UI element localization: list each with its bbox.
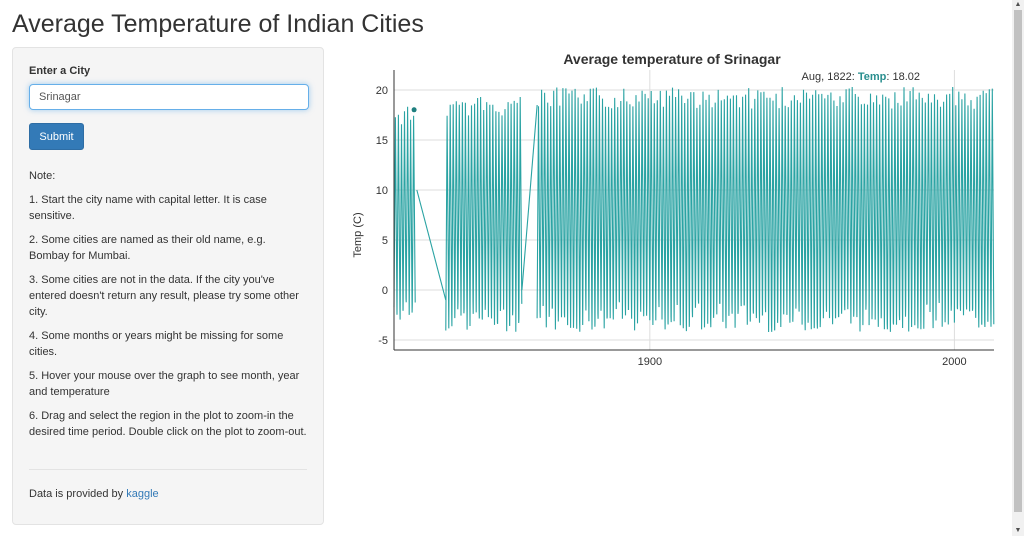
hover-value: 18.02 — [892, 71, 920, 83]
note-item: 5. Hover your mouse over the graph to se… — [29, 370, 300, 398]
scrollbar[interactable]: ▲ ▼ — [1012, 0, 1024, 536]
temperature-series-line — [536, 86, 995, 333]
y-tick-label: 15 — [376, 135, 388, 147]
note-item: 6. Drag and select the region in the plo… — [29, 410, 307, 438]
x-tick-label: 2000 — [942, 356, 966, 368]
note-heading: Note: — [29, 170, 56, 182]
hover-point — [411, 107, 417, 113]
sidebar-panel: Enter a City Submit Note: 1. Start the c… — [12, 47, 324, 525]
kaggle-link[interactable]: kaggle — [126, 488, 159, 500]
city-input[interactable] — [29, 84, 309, 110]
submit-button[interactable]: Submit — [29, 123, 84, 150]
credit-text: Data is provided by — [29, 488, 127, 500]
temperature-gap-connector — [416, 189, 447, 301]
temperature-chart[interactable]: Average temperature of Srinagar Temp (C)… — [340, 45, 1005, 375]
temperature-series-line — [393, 106, 416, 320]
y-tick-label: 10 — [376, 185, 388, 197]
note-item: 1. Start the city name with capital lett… — [29, 194, 267, 222]
data-credit: Data is provided by kaggle — [29, 488, 159, 500]
chart-title: Average temperature of Srinagar — [563, 51, 781, 67]
y-tick-label: 20 — [376, 85, 388, 97]
city-input-label: Enter a City — [29, 65, 91, 77]
hover-date: Aug, 1822 — [802, 71, 852, 83]
y-tick-label: 0 — [382, 285, 388, 297]
sidebar-divider — [29, 469, 307, 470]
y-axis-label: Temp (C) — [352, 212, 364, 257]
y-tick-label: 5 — [382, 235, 388, 247]
x-tick-label: 1900 — [638, 356, 662, 368]
scroll-up-arrow-icon[interactable]: ▲ — [1014, 1, 1022, 8]
scroll-down-arrow-icon[interactable]: ▼ — [1014, 527, 1022, 534]
hover-colon: : — [886, 71, 892, 83]
scroll-thumb[interactable] — [1014, 10, 1022, 512]
page-title: Average Temperature of Indian Cities — [12, 10, 424, 38]
temperature-series-line — [445, 96, 523, 332]
note-item: 3. Some cities are not in the data. If t… — [29, 274, 299, 318]
note-item: 4. Some months or years might be missing… — [29, 330, 284, 358]
hover-sep: : — [852, 71, 858, 83]
note-item: 2. Some cities are named as their old na… — [29, 234, 266, 262]
notes-section: Note: 1. Start the city name with capita… — [29, 168, 309, 448]
chart-svg[interactable]: Average temperature of Srinagar Temp (C)… — [340, 45, 1005, 375]
temperature-gap-connector — [521, 104, 538, 291]
y-tick-label: -5 — [378, 335, 388, 347]
hover-label: Temp — [858, 71, 887, 83]
hover-readout: Aug, 1822: Temp: 18.02 — [802, 71, 920, 83]
